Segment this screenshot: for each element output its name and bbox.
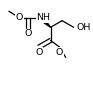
- Polygon shape: [39, 16, 51, 27]
- Text: NH: NH: [36, 13, 50, 22]
- Text: O: O: [16, 13, 23, 22]
- Text: O: O: [35, 48, 43, 57]
- Text: OH: OH: [76, 23, 91, 32]
- Text: O: O: [56, 48, 63, 57]
- Text: O: O: [25, 29, 32, 38]
